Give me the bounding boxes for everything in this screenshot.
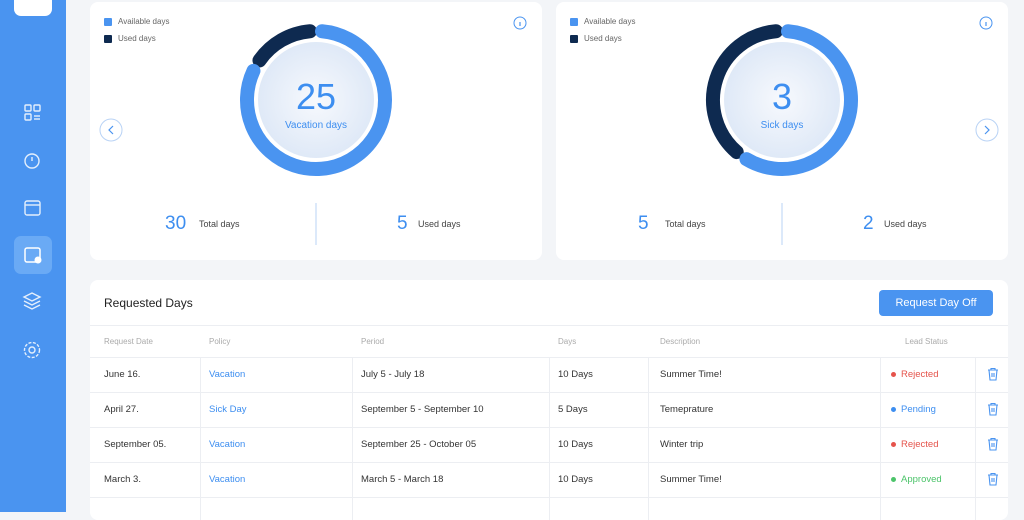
cell-date: September 05. (104, 439, 167, 450)
legend-label: Used days (584, 34, 622, 43)
column-header: Period (361, 337, 385, 346)
column-header: Request Date (104, 337, 153, 346)
row-line (90, 357, 1008, 358)
column-header: Lead Status (905, 337, 948, 346)
info-icon (979, 16, 993, 30)
cell-description: Summer Time! (660, 474, 722, 485)
donut-label: Sick days (760, 120, 804, 131)
cell-description: Temeprature (660, 404, 714, 415)
cell-policy[interactable]: Sick Day (209, 404, 247, 415)
arrow-circle (975, 118, 999, 142)
row-line (90, 392, 1008, 393)
cell-days: 10 Days (558, 474, 593, 485)
used-arc (252, 24, 317, 68)
total-label: Total days (199, 219, 240, 229)
arrow-chevron (984, 125, 990, 135)
column-header: Description (660, 337, 701, 346)
column-divider (975, 357, 976, 520)
cell-date: March 3. (104, 474, 141, 485)
donut-center (258, 42, 374, 158)
section-title: Requested Days (104, 296, 193, 310)
sidebar (0, 0, 66, 512)
cell-policy[interactable]: Vacation (209, 439, 246, 450)
used-value: 2 (863, 213, 874, 234)
legend-swatch (570, 35, 578, 43)
cell-period: September 25 - October 05 (361, 439, 477, 450)
cell-days: 10 Days (558, 439, 593, 450)
sidebar-icons (14, 0, 52, 359)
column-divider (549, 357, 550, 520)
request-button[interactable]: Request Day Off (879, 290, 993, 316)
delete-icon[interactable] (986, 472, 1000, 486)
cell-description: Summer Time! (660, 369, 722, 380)
cell-period: July 5 - July 18 (361, 369, 425, 380)
legend-label: Available days (584, 17, 636, 26)
used-arc (706, 24, 783, 160)
column-divider (648, 357, 649, 520)
nav-arrow[interactable] (99, 118, 123, 142)
legend-swatch (570, 18, 578, 26)
cell-days: 10 Days (558, 369, 593, 380)
row-line (90, 462, 1008, 463)
legend-label: Used days (118, 34, 156, 43)
header-line (90, 325, 1008, 326)
status-label: Pending (901, 404, 936, 415)
column-divider (200, 357, 201, 520)
arrow-chevron (108, 125, 114, 135)
column-divider (880, 357, 881, 520)
donut-value: 3 (771, 76, 793, 117)
legend-swatch (104, 18, 112, 26)
donut-center (724, 42, 840, 158)
used-value: 5 (397, 213, 408, 234)
cell-policy[interactable]: Vacation (209, 369, 246, 380)
row-line (90, 497, 1008, 498)
donut-label: Vacation days (284, 120, 348, 131)
cell-days: 5 Days (558, 404, 588, 415)
legend-swatch (104, 35, 112, 43)
column-header: Days (558, 337, 577, 346)
cell-date: June 16. (104, 369, 141, 380)
column-divider (352, 357, 353, 520)
requests-card: Requested Days Request Day Off Request D… (90, 280, 1008, 520)
status-label: Rejected (901, 369, 939, 380)
donut-chart (706, 16, 999, 245)
cell-period: March 5 - March 18 (361, 474, 444, 485)
delete-icon[interactable] (986, 437, 1000, 451)
cell-period: September 5 - September 10 (361, 404, 484, 415)
delete-icon[interactable] (986, 367, 1000, 381)
active-nav[interactable] (14, 236, 52, 274)
donut-chart (99, 16, 527, 245)
total-value: 5 (638, 213, 649, 234)
cell-date: April 27. (104, 404, 139, 415)
nav-arrow[interactable] (975, 118, 999, 142)
status-dot (891, 477, 896, 482)
leave-card: Available days Used days 25 Vacation days 30… (90, 2, 542, 260)
leave-card: Available days Used days 3 Sick days 5 Total … (556, 2, 1008, 260)
cell-policy[interactable]: Vacation (209, 474, 246, 485)
column-header: Policy (209, 337, 231, 346)
available-arc (240, 24, 392, 176)
status-dot (891, 407, 896, 412)
status-label: Approved (901, 474, 942, 485)
donut-value: 25 (295, 76, 337, 117)
legend-label: Available days (118, 17, 170, 26)
status-dot (891, 442, 896, 447)
status-label: Rejected (901, 439, 939, 450)
info-icon (513, 16, 527, 30)
total-value: 30 (165, 213, 187, 234)
logo[interactable] (14, 0, 52, 16)
delete-icon[interactable] (986, 402, 1000, 416)
status-dot (891, 372, 896, 377)
cell-description: Winter trip (660, 439, 704, 450)
used-label: Used days (884, 219, 927, 229)
available-arc (739, 24, 858, 176)
row-line (90, 427, 1008, 428)
used-label: Used days (418, 219, 461, 229)
total-label: Total days (665, 219, 706, 229)
arrow-circle (99, 118, 123, 142)
